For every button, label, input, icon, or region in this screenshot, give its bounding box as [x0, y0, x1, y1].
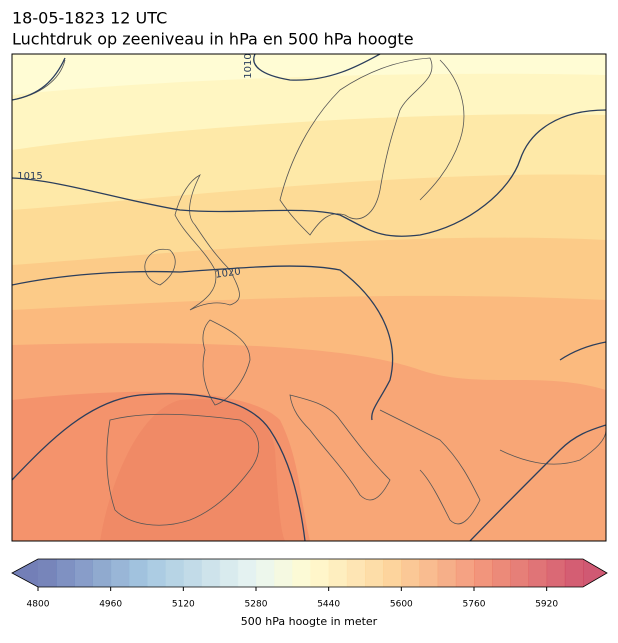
colorbar-cell	[237, 559, 257, 587]
colorbar-frame	[11, 558, 608, 588]
colorbar-cell	[147, 559, 166, 587]
colorbar-cell	[165, 559, 184, 587]
colorbar-cell	[492, 559, 511, 587]
colorbar-tick-label: 4800	[27, 600, 50, 610]
colorbar-cell	[546, 559, 566, 587]
colorbar-tick-label: 5440	[317, 600, 340, 610]
subtitle: Luchtdruk op zeeniveau in hPa en 500 hPa…	[12, 30, 414, 49]
colorbar-extend	[12, 559, 38, 587]
colorbar-cell	[383, 559, 402, 587]
colorbar-cell	[128, 559, 148, 587]
map-frame	[11, 53, 607, 542]
isobar-label: 1015	[17, 171, 42, 182]
colorbar-tick-label: 5760	[463, 600, 486, 610]
colorbar-cell	[183, 559, 202, 587]
colorbar-cell	[92, 559, 112, 587]
colorbar-cell	[365, 559, 384, 587]
colorbar-tick-label: 5120	[172, 600, 195, 610]
colorbar-cell	[38, 559, 57, 587]
colorbar-cell	[56, 559, 75, 587]
colorbar-cell	[474, 559, 493, 587]
colorbar-cell	[564, 559, 584, 587]
isobar-label: 1020	[215, 266, 242, 280]
title: 18-05-1823 12 UTC	[12, 9, 167, 28]
colorbar-cell	[328, 559, 348, 587]
colorbar-tick-label: 5280	[245, 600, 268, 610]
colorbar-cell	[201, 559, 221, 587]
colorbar-cell	[346, 559, 366, 587]
colorbar-tick-label: 4960	[99, 600, 122, 610]
colorbar-tick-label: 5600	[390, 600, 413, 610]
colorbar-cell	[74, 559, 93, 587]
colorbar-cell	[292, 559, 311, 587]
colorbar-tick-label: 5920	[535, 600, 558, 610]
colorbar-cell	[419, 559, 439, 587]
colorbar-cell	[401, 559, 420, 587]
colorbar: 4800 4960 5120 5280 5440 5600 5760 5920	[11, 558, 608, 610]
field-band	[100, 399, 285, 541]
colorbar-cell	[310, 559, 330, 587]
colorbar-label: 500 hPa hoogte in meter	[241, 615, 378, 628]
colorbar-cell	[256, 559, 275, 587]
colorbar-cell	[528, 559, 548, 587]
isobar-label: 1010	[243, 53, 254, 78]
colorbar-cell	[219, 559, 239, 587]
colorbar-cell	[455, 559, 475, 587]
colorbar-cell	[274, 559, 293, 587]
colorbar-extend	[583, 559, 607, 587]
map: 1015 1010 1020	[12, 53, 606, 541]
isobars	[12, 54, 606, 541]
colorbar-cell	[510, 559, 529, 587]
colorbar-cell	[437, 559, 457, 587]
colorbar-cell	[110, 559, 130, 587]
